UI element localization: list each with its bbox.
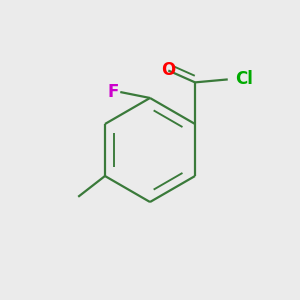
Text: F: F — [107, 83, 119, 101]
Text: Cl: Cl — [235, 70, 253, 88]
Text: O: O — [161, 61, 176, 80]
